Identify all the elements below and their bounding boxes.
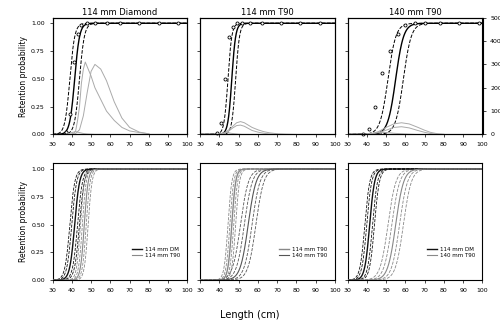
Line: 140 mm T90: 140 mm T90 [200,169,335,280]
114 mm DM [130,167,136,171]
Line: 114 mm T90: 114 mm T90 [200,169,335,280]
114 mm T90 [130,167,136,171]
140 mm T90 [455,167,461,171]
114 mm DM [344,278,350,282]
114 mm DM [457,167,463,171]
114 mm DM [114,167,120,171]
140 mm T90 [476,167,482,171]
114 mm T90 [270,167,276,171]
114 mm DM [162,167,168,171]
140 mm T90 [278,167,283,171]
114 mm T90 [332,167,338,171]
114 mm T90 [300,167,306,171]
114 mm T90 [262,167,268,171]
114 mm T90 [122,167,128,171]
114 mm T90 [329,167,335,171]
Title: 114 mm T90: 114 mm T90 [241,8,294,17]
114 mm DM [476,167,482,171]
140 mm T90 [308,167,314,171]
114 mm DM [455,167,461,171]
140 mm T90 [197,278,203,282]
114 mm T90 [278,167,283,171]
Legend: 114 mm DM, 140 mm T90: 114 mm DM, 140 mm T90 [424,244,477,260]
114 mm DM [418,167,424,171]
Text: Length (cm): Length (cm) [220,310,280,320]
114 mm DM [114,167,119,171]
140 mm T90 [480,167,486,171]
114 mm DM [480,167,486,171]
114 mm DM [122,167,128,171]
140 mm T90 [408,169,414,173]
114 mm T90 [50,278,56,282]
114 mm DM [182,167,188,171]
140 mm T90 [418,167,424,171]
Y-axis label: Retention probability: Retention probability [20,181,28,262]
Line: 114 mm T90: 114 mm T90 [52,169,188,280]
114 mm T90 [160,167,166,171]
140 mm T90 [329,167,335,171]
114 mm DM [50,278,56,282]
Line: 140 mm T90: 140 mm T90 [348,169,482,280]
114 mm T90 [152,167,158,171]
114 mm DM [425,167,431,171]
114 mm T90 [261,167,267,171]
140 mm T90 [344,278,350,282]
114 mm DM [160,167,166,171]
114 mm T90 [184,167,190,171]
114 mm T90 [308,167,314,171]
114 mm DM [184,167,190,171]
114 mm T90 [197,278,203,282]
Title: 114 mm Diamond: 114 mm Diamond [82,8,158,17]
Line: 114 mm DM: 114 mm DM [348,169,482,280]
140 mm T90 [410,169,416,173]
114 mm DM [410,167,416,171]
Y-axis label: Retention probability: Retention probability [20,35,28,117]
140 mm T90 [262,169,268,173]
140 mm T90 [261,169,267,173]
Line: 114 mm DM: 114 mm DM [52,169,188,280]
140 mm T90 [270,167,276,171]
114 mm T90 [182,167,188,171]
114 mm T90 [114,167,120,171]
140 mm T90 [332,167,338,171]
114 mm T90 [114,167,119,171]
Title: 140 mm T90: 140 mm T90 [388,8,442,17]
114 mm DM [408,167,414,171]
Legend: 114 mm DM, 114 mm T90: 114 mm DM, 114 mm T90 [130,244,182,260]
Legend: 114 mm T90, 140 mm T90: 114 mm T90, 140 mm T90 [277,244,330,260]
140 mm T90 [425,167,431,171]
